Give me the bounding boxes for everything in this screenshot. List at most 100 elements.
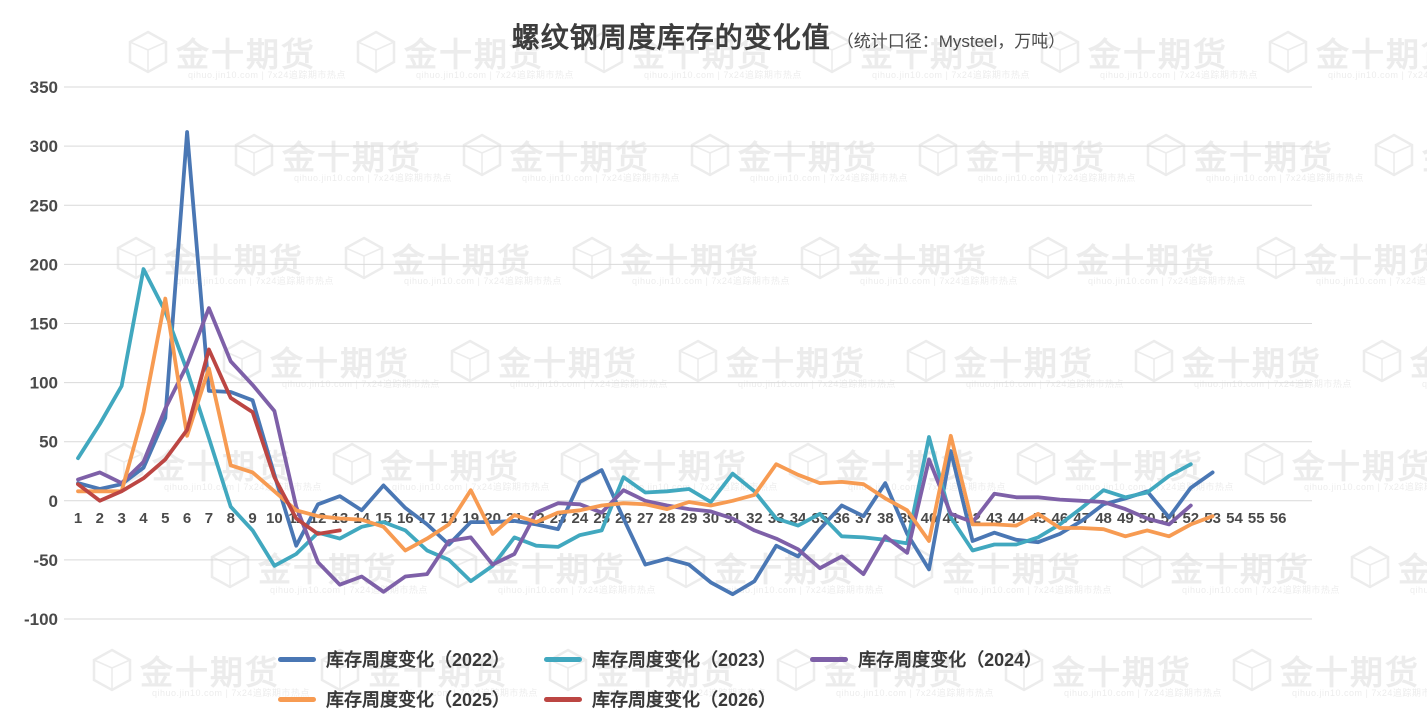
x-axis-tick-label: 36 xyxy=(833,510,850,527)
watermark-brand-text: 金十期货 xyxy=(392,242,532,279)
x-axis-tick-label: 29 xyxy=(681,510,698,527)
legend-item-2026[interactable]: 库存周度变化（2026） xyxy=(544,686,776,712)
watermark-brand-text: 金十期货 xyxy=(954,345,1094,382)
x-axis-tick-label: 2 xyxy=(96,510,104,527)
brand-hexagon-icon xyxy=(678,339,718,383)
watermark-subtext: qihuo.jin10.com | 7x24追踪期市热点 xyxy=(188,70,346,80)
legend-item-2025[interactable]: 库存周度变化（2025） xyxy=(278,686,510,712)
watermark-brand-text: 金十期货 xyxy=(1064,448,1204,485)
brand-hexagon-icon xyxy=(1004,648,1044,692)
watermark-subtext: qihuo.jin10.com | 7x24追踪期市热点 xyxy=(966,379,1124,389)
watermark-subtext: qihuo.jin10.com | 7x24追踪期市热点 xyxy=(152,688,310,698)
brand-hexagon-icon xyxy=(572,236,612,280)
watermark-subtext: qihuo.jin10.com | 7x24追踪期市热点 xyxy=(404,276,562,286)
x-axis-tick-label: 55 xyxy=(1248,510,1265,527)
series-line-2025[interactable] xyxy=(76,296,1215,553)
x-axis-tick-label: 6 xyxy=(183,510,191,527)
legend-item-2022[interactable]: 库存周度变化（2022） xyxy=(278,646,510,672)
watermark-brand-text: 金十期货 xyxy=(164,242,304,279)
brand-hexagon-icon xyxy=(584,30,624,74)
watermark-brand-text: 金十期货 xyxy=(404,36,544,73)
watermark-subtext: qihuo.jin10.com | 7x24追踪期市热点 xyxy=(1422,379,1427,389)
x-axis-tick-label: 9 xyxy=(248,510,256,527)
x-axis-tick-label: 49 xyxy=(1117,510,1134,527)
watermark-subtext: qihuo.jin10.com | 7x24追踪期市热点 xyxy=(1064,688,1222,698)
watermark-brand-text: 金十期货 xyxy=(140,654,280,691)
watermark-subtext: qihuo.jin10.com | 7x24追踪期市热点 xyxy=(416,70,574,80)
legend-item-2024[interactable]: 库存周度变化（2024） xyxy=(810,646,1042,672)
watermark-brand-text: 金十期货 xyxy=(738,139,878,176)
series-line-2024[interactable] xyxy=(76,306,1193,594)
watermark-subtext: qihuo.jin10.com | 7x24追踪期市热点 xyxy=(1410,585,1427,595)
watermark-brand-text: 金十期货 xyxy=(368,654,508,691)
watermark-subtext: qihuo.jin10.com | 7x24追踪期市热点 xyxy=(1292,688,1427,698)
series-line-2023[interactable] xyxy=(76,267,1193,584)
x-axis-tick-label: 53 xyxy=(1204,510,1221,527)
x-axis-tick-label: 8 xyxy=(227,510,235,527)
legend-swatch-icon-2026 xyxy=(544,696,583,702)
x-axis-tick-label: 3 xyxy=(117,510,125,527)
chart-title-block: 螺纹钢周度库存的变化值 （统计口径：Mysteel，万吨） xyxy=(0,16,1427,56)
watermark-brand-text: 金十期货 xyxy=(1292,448,1427,485)
brand-hexagon-icon xyxy=(812,30,852,74)
watermark-brand-text: 金十期货 xyxy=(632,36,772,73)
watermark-brand-text: 金十期货 xyxy=(608,448,748,485)
watermark-brand-text: 金十期货 xyxy=(966,139,1106,176)
y-axis-tick-label: 50 xyxy=(39,433,58,452)
brand-hexagon-icon xyxy=(1232,648,1272,692)
x-axis-tick-label: 18 xyxy=(441,510,458,527)
watermark-subtext: qihuo.jin10.com | 7x24追踪期市热点 xyxy=(1316,276,1427,286)
watermark-subtext: qihuo.jin10.com | 7x24追踪期市热点 xyxy=(750,173,908,183)
watermark-subtext: qihuo.jin10.com | 7x24追踪期市热点 xyxy=(872,70,1030,80)
x-axis-tick-label: 24 xyxy=(572,510,589,527)
watermark-brand-text: 金十期货 xyxy=(498,345,638,382)
legend-swatch-icon-2022 xyxy=(278,656,316,662)
brand-hexagon-icon xyxy=(906,339,946,383)
watermark-subtext: qihuo.jin10.com | 7x24追踪期市热点 xyxy=(380,688,538,698)
watermark-subtext: qihuo.jin10.com | 7x24追踪期市热点 xyxy=(848,482,1006,492)
watermark-brand-text: 金十期货 xyxy=(860,36,1000,73)
watermark-subtext: qihuo.jin10.com | 7x24追踪期市热点 xyxy=(270,585,428,595)
watermark-brand-text: 金十期货 xyxy=(1170,551,1310,588)
watermark-brand-text: 金十期货 xyxy=(1182,345,1322,382)
brand-hexagon-icon xyxy=(356,30,396,74)
watermark-subtext: qihuo.jin10.com | 7x24追踪期市热点 xyxy=(176,276,334,286)
watermark-subtext: qihuo.jin10.com | 7x24追踪期市热点 xyxy=(860,276,1018,286)
watermark-subtext: qihuo.jin10.com | 7x24追踪期市热点 xyxy=(1088,276,1246,286)
watermark-subtext: qihuo.jin10.com | 7x24追踪期市热点 xyxy=(510,379,668,389)
y-axis-tick-label: 350 xyxy=(30,78,58,97)
series-line-2026[interactable] xyxy=(76,347,342,536)
page-title: 螺纹钢周度库存的变化值 xyxy=(511,22,831,53)
brand-hexagon-icon xyxy=(1134,339,1174,383)
legend-item-2023[interactable]: 库存周度变化（2023） xyxy=(544,646,776,672)
watermark-brand-text: 金十期货 xyxy=(1398,551,1427,588)
watermark-brand-text: 金十期货 xyxy=(1194,139,1334,176)
watermark-brand-text: 金十期货 xyxy=(1088,36,1228,73)
y-axis-tick-label: 0 xyxy=(49,492,58,511)
legend-swatch-icon-2025 xyxy=(278,696,316,702)
y-axis-tick-label: -100 xyxy=(24,610,58,629)
brand-hexagon-icon xyxy=(1040,30,1080,74)
watermark-subtext: qihuo.jin10.com | 7x24追踪期市热点 xyxy=(608,688,766,698)
watermark-brand-text: 金十期货 xyxy=(1304,242,1427,279)
brand-hexagon-icon xyxy=(1374,133,1414,177)
x-axis-tick-label: 4 xyxy=(139,510,148,527)
brand-hexagon-icon xyxy=(222,339,262,383)
watermark-subtext: qihuo.jin10.com | 7x24追踪期市热点 xyxy=(522,173,680,183)
legend-label: 库存周度变化（2023） xyxy=(592,650,777,670)
